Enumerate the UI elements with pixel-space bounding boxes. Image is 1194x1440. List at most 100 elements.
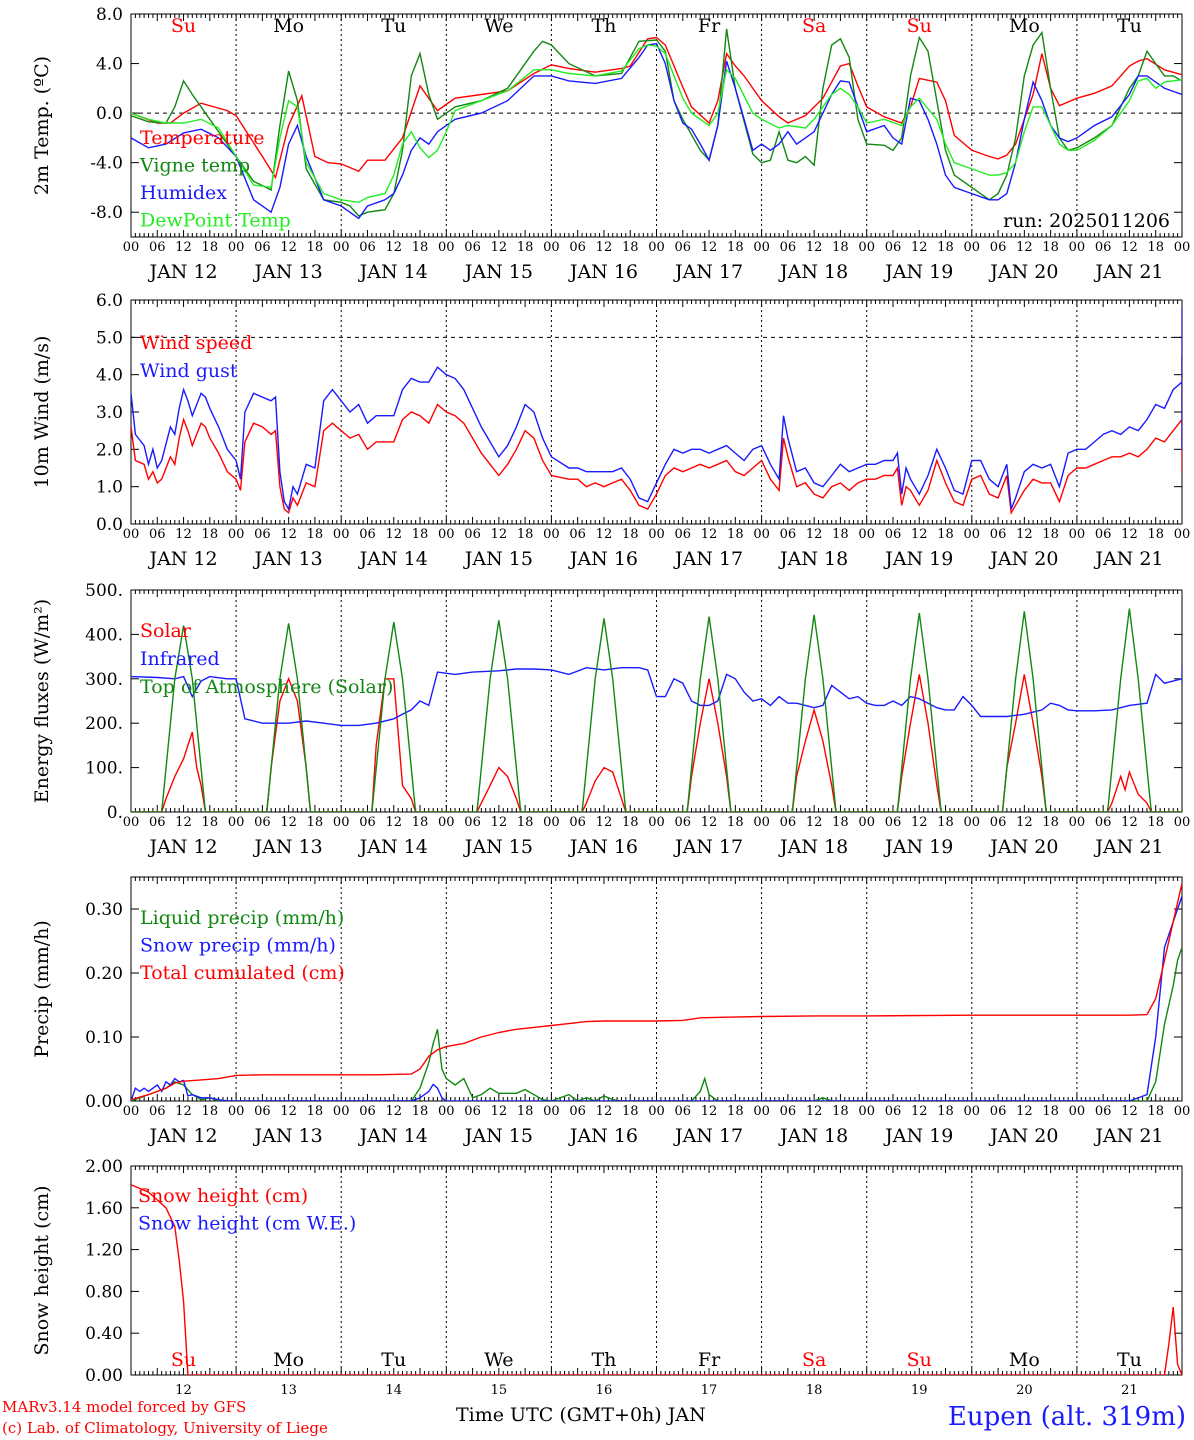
hour-tick-label: 06 xyxy=(675,240,692,255)
hour-tick-label: 18 xyxy=(832,815,849,830)
hour-tick-label: 00 xyxy=(964,527,981,542)
date-label: JAN 20 xyxy=(988,836,1058,858)
hour-tick-label: 18 xyxy=(307,527,324,542)
run-annotation: run: 2025011206 xyxy=(1003,210,1170,232)
hour-tick-label: 06 xyxy=(569,815,586,830)
weekday-label: Tu xyxy=(381,15,406,37)
hour-tick-label: 06 xyxy=(149,527,166,542)
hour-tick-label: 06 xyxy=(1095,1104,1112,1119)
y-tick-label: 4.0 xyxy=(96,366,123,386)
hour-tick-label: 18 xyxy=(727,1104,744,1119)
hour-tick-label: 00 xyxy=(648,1104,665,1119)
date-label: JAN 17 xyxy=(673,836,743,858)
y-tick-label: 2.00 xyxy=(85,1157,123,1177)
hour-tick-label: 12 xyxy=(701,1104,718,1119)
date-label: JAN 13 xyxy=(253,836,323,858)
date-label: JAN 14 xyxy=(358,548,428,570)
hour-tick-label: 18 xyxy=(622,240,639,255)
hour-tick-label: 18 xyxy=(202,527,219,542)
hour-tick-label: 18 xyxy=(412,815,429,830)
legend-entry: Wind gust xyxy=(140,360,238,382)
hour-tick-label: 00 xyxy=(333,815,350,830)
y-tick-label: 6.0 xyxy=(96,291,123,311)
hour-tick-label: 18 xyxy=(1042,240,1059,255)
weekday-label: Tu xyxy=(1117,15,1142,37)
hour-tick-label: 00 xyxy=(1174,240,1191,255)
hour-tick-label: 00 xyxy=(438,815,455,830)
hour-tick-label: 12 xyxy=(806,815,823,830)
weekday-label: Th xyxy=(591,15,616,37)
weekday-label: Su xyxy=(907,15,932,37)
hour-tick-label: 12 xyxy=(175,815,192,830)
hour-tick-label: 18 xyxy=(727,527,744,542)
date-label: JAN 13 xyxy=(253,261,323,283)
weekday-label: Sa xyxy=(802,15,826,37)
day-number-label: 18 xyxy=(806,1383,823,1398)
weekday-label: Su xyxy=(907,1349,932,1371)
weekday-label: Mo xyxy=(273,15,304,37)
hour-tick-label: 12 xyxy=(911,527,928,542)
hour-tick-label: 12 xyxy=(806,240,823,255)
hour-tick-label: 00 xyxy=(753,240,770,255)
hour-tick-label: 06 xyxy=(359,815,376,830)
hour-tick-label: 12 xyxy=(1121,815,1138,830)
hour-tick-label: 18 xyxy=(1042,815,1059,830)
date-label: JAN 13 xyxy=(253,1125,323,1147)
day-number-label: 20 xyxy=(1016,1383,1033,1398)
date-label: JAN 17 xyxy=(673,1125,743,1147)
hour-tick-label: 18 xyxy=(937,240,954,255)
hour-tick-label: 18 xyxy=(622,815,639,830)
date-label: JAN 14 xyxy=(358,836,428,858)
date-label: JAN 19 xyxy=(883,548,953,570)
hour-tick-label: 00 xyxy=(228,1104,245,1119)
y-tick-label: 0.0 xyxy=(96,515,123,535)
y-tick-label: 0.20 xyxy=(85,964,123,984)
day-number-label: 13 xyxy=(280,1383,297,1398)
hour-tick-label: 06 xyxy=(990,527,1007,542)
legend-entry: Snow height (cm W.E.) xyxy=(138,1213,356,1235)
legend-entry: DewPoint Temp xyxy=(140,210,291,232)
date-label: JAN 20 xyxy=(988,1125,1058,1147)
hour-tick-label: 18 xyxy=(202,815,219,830)
series-line-infrared xyxy=(131,665,1182,727)
hour-tick-label: 12 xyxy=(596,527,613,542)
y-tick-label: 500. xyxy=(85,581,123,601)
date-label: JAN 12 xyxy=(147,548,217,570)
day-number-label: 21 xyxy=(1121,1383,1138,1398)
y-axis-title: Energy fluxes (W/m²) xyxy=(31,599,53,803)
date-label: JAN 16 xyxy=(568,261,638,283)
hour-tick-label: 12 xyxy=(385,240,402,255)
hour-tick-label: 00 xyxy=(964,815,981,830)
hour-tick-label: 12 xyxy=(491,240,508,255)
hour-tick-label: 00 xyxy=(1174,815,1191,830)
legend-entry: Total cumulated (cm) xyxy=(140,962,345,984)
series-line-humidex xyxy=(131,42,1182,220)
hour-tick-label: 18 xyxy=(1147,527,1164,542)
weekday-label: Tu xyxy=(1117,1349,1142,1371)
weekday-label: Sa xyxy=(802,1349,826,1371)
hour-tick-label: 00 xyxy=(543,1104,560,1119)
day-number-label: 14 xyxy=(385,1383,402,1398)
hour-tick-label: 18 xyxy=(412,527,429,542)
date-label: JAN 19 xyxy=(883,836,953,858)
series-line-vigne-temp xyxy=(131,28,1182,217)
y-tick-label: 200. xyxy=(85,714,123,734)
hour-tick-label: 18 xyxy=(1147,815,1164,830)
y-axis-title: 10m Wind (m/s) xyxy=(31,336,53,489)
legend-entry: Infrared xyxy=(140,648,220,670)
date-label: JAN 18 xyxy=(778,261,848,283)
hour-tick-label: 12 xyxy=(911,240,928,255)
hour-tick-label: 00 xyxy=(1069,1104,1086,1119)
date-label: JAN 12 xyxy=(147,836,217,858)
hour-tick-label: 00 xyxy=(333,527,350,542)
hour-tick-label: 12 xyxy=(385,527,402,542)
hour-tick-label: 12 xyxy=(1121,1104,1138,1119)
date-label: JAN 13 xyxy=(253,548,323,570)
legend-entry: Snow height (cm) xyxy=(138,1185,308,1207)
hour-tick-label: 06 xyxy=(780,815,797,830)
hour-tick-label: 12 xyxy=(175,1104,192,1119)
hour-tick-label: 06 xyxy=(675,1104,692,1119)
hour-tick-label: 12 xyxy=(175,240,192,255)
hour-tick-label: 12 xyxy=(1016,815,1033,830)
hour-tick-label: 18 xyxy=(727,240,744,255)
